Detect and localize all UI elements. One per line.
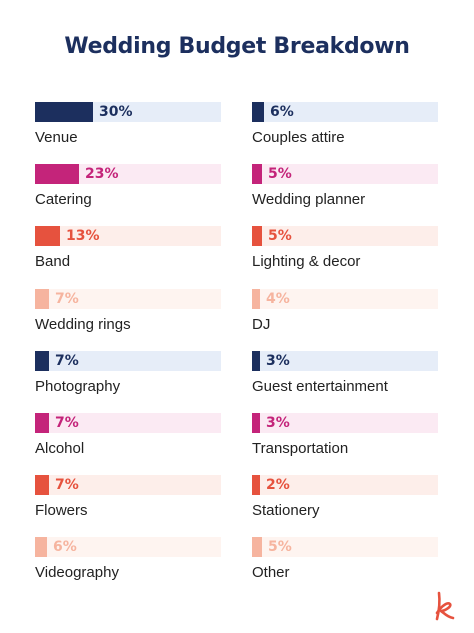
bar-item: 3% Transportation <box>252 413 438 463</box>
bar-value-label: 6% <box>53 539 77 555</box>
bar-value-label: 7% <box>55 477 79 493</box>
bar-value-label: 23% <box>85 166 119 182</box>
bar-fill <box>252 351 260 371</box>
bar-track <box>252 475 438 495</box>
bar-item: 23% Catering <box>35 164 221 214</box>
bar-fill <box>35 226 60 246</box>
bar-item: 30% Venue <box>35 102 221 152</box>
bar-track <box>35 351 221 371</box>
bar-value-label: 4% <box>266 291 290 307</box>
bar-value-label: 3% <box>266 415 290 431</box>
bar-item: 5% Lighting & decor <box>252 226 438 276</box>
k-logo-icon <box>435 591 455 621</box>
bar-item: 6% Videography <box>35 537 221 587</box>
bar-item: 7% Photography <box>35 351 221 401</box>
bar-category-label: Lighting & decor <box>252 253 361 270</box>
bar-value-label: 7% <box>55 353 79 369</box>
bar-fill <box>252 289 260 309</box>
bar-fill <box>252 537 262 557</box>
bar-track <box>35 475 221 495</box>
bar-track <box>35 537 221 557</box>
bar-category-label: Stationery <box>252 502 320 519</box>
bar-item: 2% Stationery <box>252 475 438 525</box>
bar-value-label: 5% <box>268 228 292 244</box>
bar-category-label: Alcohol <box>35 440 85 457</box>
bar-category-label: DJ <box>252 316 271 333</box>
bar-track <box>35 413 221 433</box>
bar-item: 13% Band <box>35 226 221 276</box>
bar-item: 7% Alcohol <box>35 413 221 463</box>
bar-fill <box>35 351 49 371</box>
bar-track <box>252 226 438 246</box>
bar-fill <box>35 413 49 433</box>
bar-category-label: Band <box>35 253 71 270</box>
bar-item: 5% Other <box>252 537 438 587</box>
bar-item: 7% Wedding rings <box>35 289 221 339</box>
bar-fill <box>252 226 262 246</box>
bar-track <box>35 289 221 309</box>
bar-item: 4% DJ <box>252 289 438 339</box>
bar-fill <box>252 413 260 433</box>
bar-value-label: 7% <box>55 291 79 307</box>
bar-value-label: 2% <box>266 477 290 493</box>
bar-track <box>35 102 221 122</box>
bar-category-label: Flowers <box>35 502 88 519</box>
bar-value-label: 5% <box>268 539 292 555</box>
bar-track <box>252 102 438 122</box>
bar-value-label: 30% <box>99 104 133 120</box>
bar-fill <box>35 164 79 184</box>
bar-value-label: 7% <box>55 415 79 431</box>
bar-track <box>252 164 438 184</box>
bar-value-label: 3% <box>266 353 290 369</box>
bar-value-label: 13% <box>66 228 100 244</box>
bar-fill <box>35 289 49 309</box>
bar-category-label: Venue <box>35 129 78 146</box>
bar-category-label: Couples attire <box>252 129 345 146</box>
bar-item: 3% Guest entertainment <box>252 351 438 401</box>
bar-category-label: Transportation <box>252 440 349 457</box>
bar-category-label: Guest entertainment <box>252 378 388 395</box>
bar-track <box>252 537 438 557</box>
bar-value-label: 5% <box>268 166 292 182</box>
bar-fill <box>252 164 262 184</box>
bar-fill <box>35 475 49 495</box>
bar-track <box>252 413 438 433</box>
bar-track <box>35 164 221 184</box>
bar-value-label: 6% <box>270 104 294 120</box>
bar-track <box>252 351 438 371</box>
bar-track <box>252 289 438 309</box>
bar-category-label: Videography <box>35 564 119 581</box>
bar-item: 7% Flowers <box>35 475 221 525</box>
bar-category-label: Wedding rings <box>35 316 131 333</box>
bar-fill <box>252 475 260 495</box>
bar-category-label: Photography <box>35 378 121 395</box>
bar-category-label: Catering <box>35 191 92 208</box>
bar-fill <box>35 102 93 122</box>
bar-track <box>35 226 221 246</box>
bar-category-label: Other <box>252 564 290 581</box>
bar-fill <box>252 102 264 122</box>
chart-title: Wedding Budget Breakdown <box>64 34 410 59</box>
bar-item: 6% Couples attire <box>252 102 438 152</box>
bar-fill <box>35 537 47 557</box>
bar-category-label: Wedding planner <box>252 191 366 208</box>
bar-item: 5% Wedding planner <box>252 164 438 214</box>
